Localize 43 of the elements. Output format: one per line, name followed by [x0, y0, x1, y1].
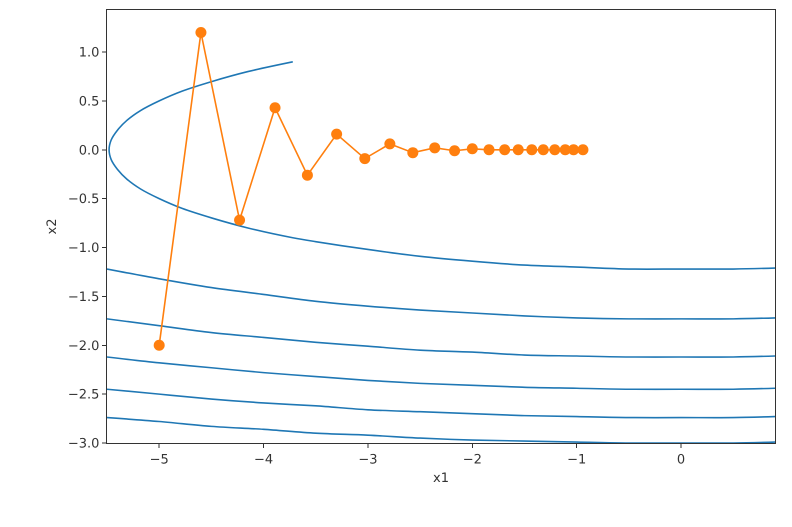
- x-tick-label: 0: [676, 452, 686, 468]
- line-series: [107, 416, 775, 443]
- point: [331, 128, 342, 140]
- y-tick-label: −1.5: [68, 290, 100, 305]
- x-tick-label: −1: [567, 452, 586, 468]
- point: [449, 145, 460, 156]
- y-tick-label: 0.0: [78, 143, 100, 158]
- x-tick-label: −5: [150, 452, 169, 468]
- point: [359, 153, 370, 164]
- y-tick-label: −2.0: [68, 338, 100, 354]
- point: [577, 144, 588, 156]
- point: [234, 214, 246, 226]
- x-tick-label: −4: [254, 452, 274, 468]
- y-tick-label: −0.5: [68, 192, 100, 208]
- point: [407, 147, 418, 158]
- x-axis-title: x1: [433, 471, 449, 486]
- point: [568, 144, 580, 156]
- y-axis-title: x2: [44, 218, 60, 234]
- line-series: [108, 61, 775, 270]
- line-series: [107, 388, 775, 418]
- y-tick-label: 0.5: [78, 94, 100, 110]
- point: [429, 142, 440, 154]
- x-tick-label: −3: [358, 452, 378, 468]
- point: [499, 144, 510, 156]
- point: [549, 144, 560, 156]
- line-series: [107, 318, 775, 358]
- line-series: [107, 356, 775, 390]
- point: [512, 144, 524, 156]
- point: [384, 138, 396, 150]
- point: [154, 340, 165, 351]
- point: [195, 26, 206, 38]
- y-tick-label: −3.0: [68, 436, 100, 452]
- point: [484, 144, 495, 156]
- point: [270, 102, 281, 114]
- y-tick-label: −1.0: [68, 241, 100, 256]
- y-tick-label: 1.0: [78, 46, 100, 61]
- point: [466, 143, 478, 154]
- x-tick-label: −2: [462, 452, 482, 468]
- point: [302, 170, 313, 181]
- line-series: [107, 268, 775, 320]
- point: [538, 144, 549, 156]
- y-tick-label: −2.5: [68, 388, 100, 403]
- point: [526, 144, 538, 156]
